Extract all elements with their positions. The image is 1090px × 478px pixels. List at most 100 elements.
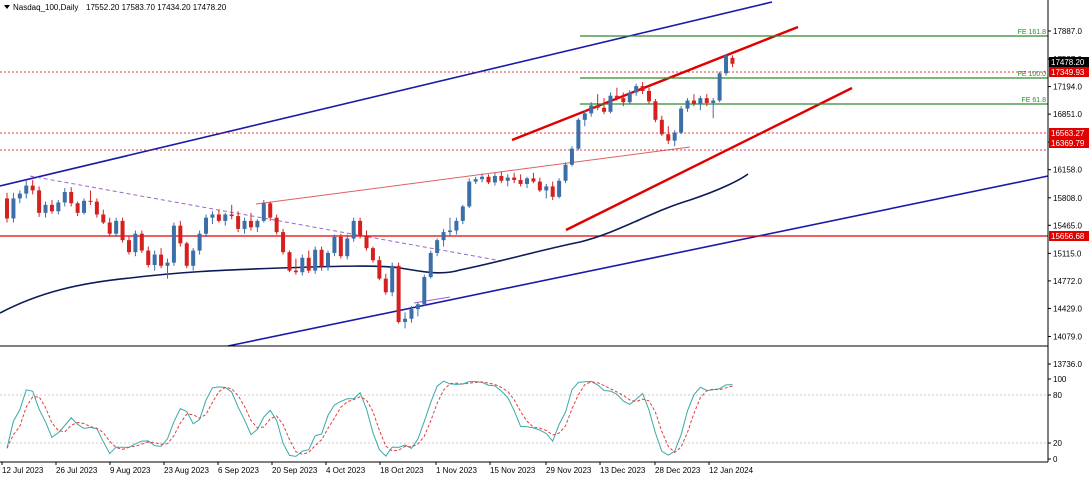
candle [82,198,87,215]
moving-average [0,173,749,314]
date-tick-label: 9 Aug 2023 [110,466,151,475]
candle-body [242,220,247,229]
candle-body [184,243,189,266]
candle [197,230,202,255]
candle [409,305,414,323]
candle [281,228,286,255]
candle [242,217,247,234]
candle [717,71,722,103]
candle-body [653,101,658,120]
candle-body [261,203,266,221]
candle-body [582,113,587,120]
candle [178,220,183,247]
candle-body [171,225,176,263]
candle [454,217,459,235]
candle-body [101,214,106,223]
candle [191,248,196,271]
candle-body [114,220,119,234]
candle-body [679,108,684,133]
fibonacci-levels: FE 161.8 FE 100.0 FE 61.8 [580,29,1048,105]
price-tag-label: 15656.68 [1051,232,1085,241]
triangle-down-icon[interactable] [4,5,10,9]
price-tick-label: 15808.0 [1053,194,1082,203]
candle-body [126,240,131,253]
price-tag-label: 16369.79 [1051,139,1085,148]
red-channel-upper [511,25,799,142]
stochastic-d-line [6,381,733,455]
candle-body [49,204,54,212]
candle-body [589,105,594,114]
candle-body [730,57,735,64]
stoch-level-label: 100 [1053,375,1067,384]
candle-body [229,214,234,217]
candle [171,222,176,266]
candle [210,211,215,225]
candle-body [178,225,183,244]
candle [383,273,388,295]
candle [415,302,420,317]
price-tag-bg [1049,138,1089,148]
date-tick-label: 15 Nov 2023 [490,466,536,475]
date-tick-label: 12 Jan 2024 [709,466,754,475]
candle-body [409,309,414,319]
date-tick-label: 18 Oct 2023 [380,466,424,475]
candle-body [139,233,144,251]
candle [114,217,119,237]
candle [300,254,305,276]
candle [582,110,587,127]
candle-body [505,177,510,181]
candle [261,200,266,223]
candle [255,219,260,233]
price-tag-bg [1049,231,1089,241]
candle [229,204,234,220]
candle-body [473,179,478,182]
current-price-tag: 17478.20 [1049,57,1089,67]
candle-body [364,235,369,249]
candle-body [467,181,472,207]
candle-body [627,92,632,103]
lower-channel-line [227,175,1049,347]
candle [107,217,112,237]
candle-body [614,95,619,99]
candle [287,250,292,273]
candle-body [107,222,112,234]
candle [595,94,600,111]
candle-body [608,95,613,112]
candle-body [300,257,305,273]
candle-body [287,252,292,271]
date-tick-label: 28 Dec 2023 [655,466,701,475]
price-tag-bg [1049,67,1089,77]
candle [332,234,337,257]
candle-body [204,217,209,234]
candle [480,173,485,183]
level-price-tag: 16563.27 [1049,128,1089,138]
candle [326,250,330,271]
candle [351,217,356,242]
fib-level-label: FE 161.8 [1018,29,1047,36]
candle-body [306,257,311,271]
stoch-level-label: 80 [1053,391,1062,400]
date-tick-label: 26 Jul 2023 [56,466,98,475]
candle-body [512,177,517,180]
date-axis: 12 Jul 2023 26 Jul 2023 9 Aug 2023 23 Aug 2… [0,461,1048,475]
candle [621,92,626,107]
candle-body [569,148,574,165]
candle-body [75,203,80,213]
candle-body [377,260,382,279]
candle [563,162,568,184]
candle [133,230,138,257]
candle [17,190,22,204]
price-tick-label: 17194.0 [1053,83,1082,92]
candle [306,250,311,274]
candle [345,234,350,260]
candle [672,130,677,147]
candle-body [576,119,581,149]
candle [146,246,151,268]
candle-body [358,220,363,236]
price-tag-bg [1049,128,1089,138]
candle-body [557,180,562,197]
candle-body [120,220,125,241]
candle [152,250,157,271]
price-tick-label: 16158.0 [1053,166,1082,175]
fib-level-label: FE 61.8 [1021,97,1046,104]
